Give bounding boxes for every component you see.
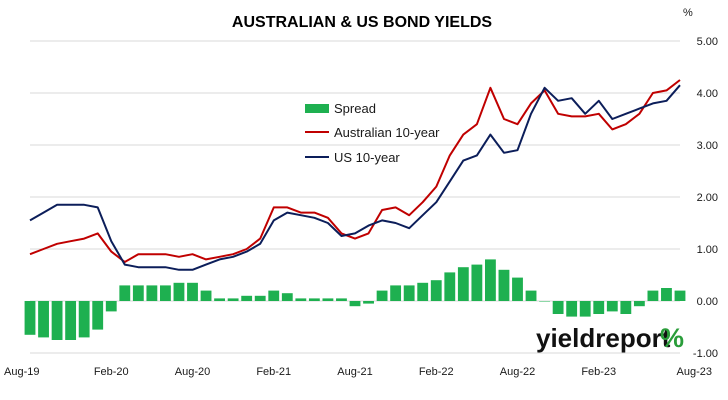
spread-bar <box>295 298 307 301</box>
y-tick-label: 5.00 <box>697 36 718 48</box>
spread-bar <box>633 301 645 307</box>
y-tick-label: 0.00 <box>697 296 718 308</box>
spread-bar <box>376 290 388 301</box>
spread-bar <box>227 298 239 301</box>
spread-bar <box>390 285 402 301</box>
x-tick-label: Feb-21 <box>256 366 291 378</box>
legend-swatch-spread <box>305 104 329 113</box>
spread-bar <box>485 259 496 301</box>
australian-10y-line <box>29 79 681 263</box>
spread-bar <box>200 290 212 301</box>
x-tick-label: Feb-23 <box>581 366 616 378</box>
spread-bar <box>444 272 456 301</box>
x-axis-tick-labels: Aug-19 Feb-20 Aug-20 Feb-21 Aug-21 Feb-22 Aug-… <box>4 366 712 378</box>
chart-title: AUSTRALIAN & US BOND YIELDS <box>232 14 492 31</box>
x-tick-label: Aug-22 <box>500 366 535 378</box>
spread-bar <box>187 282 198 301</box>
yield-lines <box>29 79 681 271</box>
y-tick-label: 2.00 <box>697 192 718 204</box>
logo-percent-symbol: % <box>660 323 684 353</box>
spread-bar <box>566 301 578 317</box>
spread-bar <box>78 301 90 338</box>
y-axis-unit-label: % <box>683 7 693 19</box>
spread-bar <box>363 301 374 304</box>
x-tick-label: Aug-23 <box>677 366 712 378</box>
spread-bars <box>24 259 686 340</box>
legend-label-spread: Spread <box>334 101 376 116</box>
spread-bar <box>512 277 523 301</box>
legend-label-australian: Australian 10-year <box>334 125 440 140</box>
spread-bar <box>430 280 442 301</box>
spread-bar <box>606 301 618 312</box>
y-tick-label: 3.00 <box>697 140 718 152</box>
spread-bar <box>24 301 36 335</box>
x-tick-label: Aug-19 <box>4 366 39 378</box>
spread-bar <box>674 290 686 301</box>
spread-bar <box>539 301 550 302</box>
legend: Spread Australian 10-year US 10-year <box>305 101 440 165</box>
spread-bar <box>525 290 537 301</box>
spread-bar <box>51 301 63 340</box>
spread-bar <box>92 301 104 330</box>
spread-bar <box>336 298 347 301</box>
y-tick-label: 1.00 <box>697 244 718 256</box>
spread-bar <box>160 285 171 301</box>
spread-bar <box>593 301 605 314</box>
spread-bar <box>281 293 293 301</box>
spread-bar <box>552 301 564 314</box>
spread-bar <box>579 301 591 317</box>
y-tick-label: 4.00 <box>697 88 718 100</box>
y-axis-tick-labels: 5.00 4.00 3.00 2.00 1.00 0.00 -1.00 <box>693 36 718 360</box>
spread-bar <box>349 301 361 307</box>
spread-bar <box>214 298 225 301</box>
x-tick-label: Aug-21 <box>337 366 372 378</box>
spread-bar <box>254 295 266 301</box>
spread-bar <box>38 301 49 338</box>
spread-bar <box>417 282 429 301</box>
spread-bar <box>647 290 659 301</box>
yieldreport-logo: yieldreport % <box>536 323 684 353</box>
spread-bar <box>457 267 469 301</box>
logo-text: yieldreport <box>536 323 671 353</box>
spread-bar <box>173 282 185 301</box>
spread-bar <box>498 269 510 301</box>
x-tick-label: Feb-22 <box>419 366 454 378</box>
spread-bar <box>471 264 483 301</box>
spread-bar <box>322 298 334 301</box>
y-tick-label: -1.00 <box>693 348 718 360</box>
spread-bar <box>146 285 158 301</box>
spread-bar <box>65 301 77 340</box>
spread-bar <box>105 301 117 312</box>
legend-label-us: US 10-year <box>334 150 400 165</box>
spread-bar <box>119 285 131 301</box>
spread-bar <box>268 290 280 301</box>
spread-bar <box>661 288 672 301</box>
spread-bar <box>620 301 632 314</box>
x-tick-label: Feb-20 <box>94 366 129 378</box>
spread-bar <box>403 285 415 301</box>
spread-bar <box>132 285 144 301</box>
us-10y-line <box>29 84 681 271</box>
x-tick-label: Aug-20 <box>175 366 210 378</box>
spread-bar <box>308 298 320 301</box>
spread-bar <box>241 295 253 301</box>
